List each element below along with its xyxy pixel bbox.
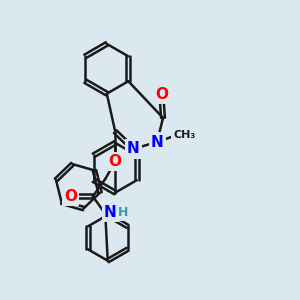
Text: N: N — [151, 134, 164, 149]
Text: O: O — [64, 189, 77, 204]
Text: O: O — [109, 154, 122, 169]
Text: H: H — [118, 206, 128, 219]
Text: O: O — [155, 87, 168, 102]
Text: N: N — [127, 141, 140, 156]
Text: N: N — [104, 205, 117, 220]
Text: CH₃: CH₃ — [173, 130, 196, 140]
